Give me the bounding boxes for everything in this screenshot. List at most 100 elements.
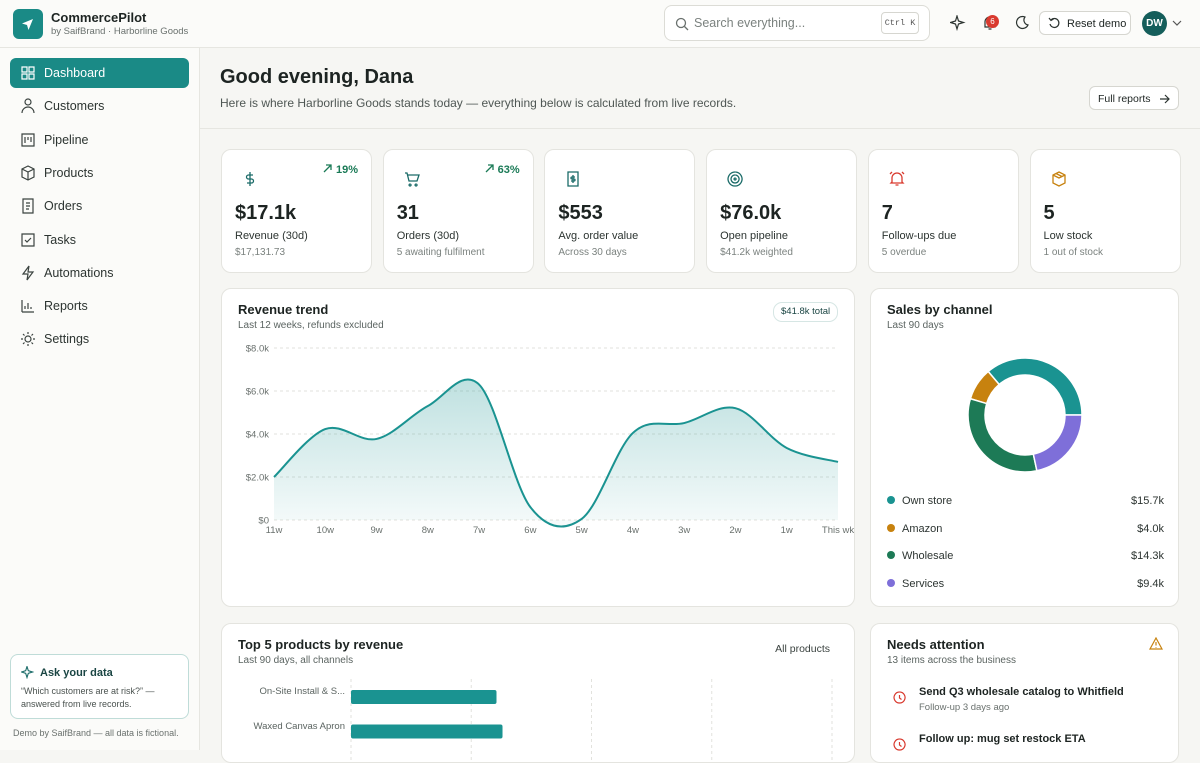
legend-label: Own store [902, 495, 952, 507]
ai-button[interactable] [950, 15, 966, 31]
nav-icon [22, 198, 34, 214]
icon-path [21, 98, 35, 114]
icon-path [21, 132, 35, 147]
bar-chart [350, 679, 833, 762]
icon-path [893, 691, 906, 704]
search-box[interactable]: Search everything... Ctrl K [664, 5, 930, 41]
kpi-value: 7 [881, 202, 893, 224]
nav-item[interactable]: Orders [10, 191, 189, 221]
nav-icon [21, 265, 35, 281]
icon-path [21, 265, 35, 281]
nav-item[interactable]: Settings [10, 324, 189, 354]
donut-slice [987, 357, 1083, 416]
delta-value: 19% [335, 164, 358, 176]
nav-item[interactable]: Customers [10, 91, 189, 121]
legend-value: $14.3k [1131, 550, 1165, 562]
account-menu-chevron[interactable] [1172, 18, 1182, 28]
app-name: CommercePilot [51, 10, 147, 25]
bar-label: Waxed Canvas Apron [253, 720, 345, 732]
search-placeholder: Search everything... [694, 16, 806, 30]
kpi-delta: 19% [323, 164, 358, 176]
arrow-path [323, 164, 332, 173]
nav-label: Settings [44, 332, 90, 347]
theme-toggle[interactable] [1014, 15, 1030, 31]
card-subtitle: Last 90 days [887, 320, 944, 331]
arrow-icon [1160, 94, 1170, 104]
delta-arrow [485, 164, 494, 173]
legend-label: Wholesale [902, 550, 953, 562]
kpi-label: Open pipeline [720, 230, 788, 242]
nav-label: Reports [44, 299, 88, 314]
shortcut-hint: Ctrl K [881, 12, 919, 34]
icon-path [567, 171, 580, 187]
logo[interactable] [13, 9, 43, 39]
kpi-sub: 5 overdue [881, 247, 927, 258]
page-header: Good evening, Dana Here is where Harborl… [200, 48, 1200, 129]
x-tick-label: 6w [524, 525, 536, 536]
legend-dot [887, 496, 895, 504]
app-byline: by SaifBrand · Harborline Goods [51, 26, 189, 37]
task-title[interactable]: Send Q3 wholesale catalog to Whitfield [919, 686, 1124, 698]
kpi-card: $553 Avg. order value Across 30 days [544, 149, 696, 273]
x-tick-label: 10w [317, 525, 335, 536]
kpi-sub: 1 out of stock [1043, 247, 1103, 258]
logo-icon [22, 19, 33, 30]
nav-label: Tasks [44, 232, 76, 247]
kpi-sub: $17,131.73 [235, 247, 286, 258]
bar [351, 724, 503, 739]
task-title[interactable]: Follow up: mug set restock ETA [919, 733, 1086, 745]
nav-item[interactable]: Reports [10, 291, 189, 321]
warning-icon [1149, 637, 1163, 650]
legend-value: $15.7k [1131, 495, 1165, 507]
kpi-delta: 63% [485, 164, 520, 176]
reset-icon [1048, 17, 1060, 28]
full-reports-button[interactable]: Full reports [1089, 86, 1179, 110]
task-sub: Follow-up 3 days ago [919, 702, 1010, 713]
kpi-sub: $41.2k weighted [720, 247, 793, 258]
bar [351, 690, 497, 704]
nav-item[interactable]: Automations [10, 258, 189, 288]
kpi-card: 19% $17.1k Revenue (30d) $17,131.73 [221, 149, 372, 273]
kpi-value: 31 [396, 202, 419, 224]
icon-path [21, 232, 35, 247]
nav-item[interactable]: Dashboard [10, 58, 189, 88]
donut-chart: Own store $15.7k Amazon $4.0k Wholesale $14.3… [887, 357, 1165, 590]
delta-value: 63% [497, 164, 520, 176]
icon-path [21, 165, 35, 181]
task-icon [893, 738, 906, 751]
search-icon [675, 17, 689, 31]
line-chart: $0 $2.0k $4.0k $6.0k $8.0k 11w 10w 9w 8w 7w 6w 5w 4w… [246, 344, 854, 537]
kpi-sub: 5 awaiting fulfilment [396, 247, 485, 258]
card-subtitle: Last 12 weeks, refunds excluded [238, 320, 384, 331]
nav-item[interactable]: Tasks [10, 225, 189, 255]
icon-path [727, 171, 743, 187]
x-tick-label: 7w [473, 525, 485, 536]
nav-label: Customers [44, 99, 105, 114]
nav-icon [21, 66, 35, 80]
kpi-label: Revenue (30d) [235, 230, 308, 242]
nav-icon [21, 98, 35, 114]
icon-path [1051, 171, 1066, 187]
avatar[interactable]: DW [1142, 11, 1167, 36]
kpi-label: Orders (30d) [396, 230, 460, 242]
legend-dot [887, 579, 895, 587]
greeting: Good evening, Dana [220, 66, 414, 88]
icon-path [22, 198, 34, 214]
ask-box[interactable]: Ask your data “Which customers are at ri… [10, 654, 189, 719]
top-bar: CommercePilot by SaifBrand · Harborline … [0, 0, 1200, 48]
bar-label: On-Site Install & S... [259, 686, 345, 697]
nav-item[interactable]: Products [10, 158, 189, 188]
kpi-label: Follow-ups due [881, 230, 957, 242]
all-products-link[interactable]: All products [775, 643, 830, 655]
kpi-icon [727, 171, 743, 187]
reset-demo-button[interactable]: Reset demo [1039, 11, 1131, 35]
arrow-path [485, 164, 494, 173]
kpi-label: Avg. order value [558, 230, 639, 242]
nav-label: Orders [44, 199, 83, 214]
x-tick-label: 4w [627, 525, 639, 536]
kpi-icon [245, 172, 255, 186]
nav-item[interactable]: Pipeline [10, 125, 189, 155]
full-reports-label: Full reports [1098, 93, 1151, 105]
kpi-card: 7 Follow-ups due 5 overdue [867, 149, 1019, 273]
